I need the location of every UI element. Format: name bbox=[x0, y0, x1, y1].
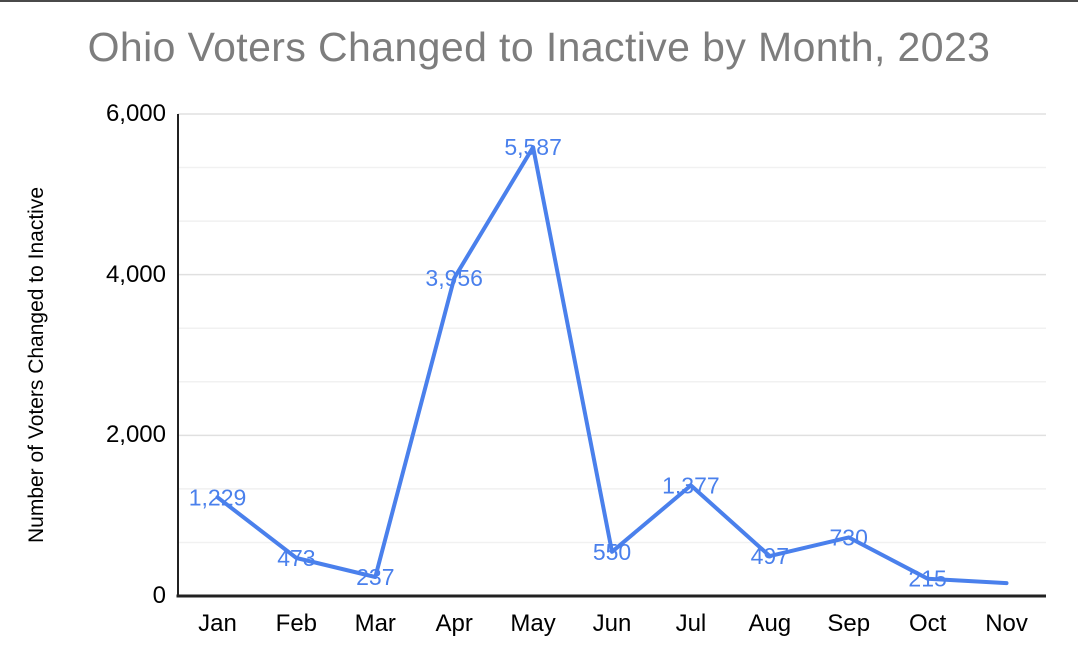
y-tick-label: 2,000 bbox=[105, 421, 166, 449]
data-point-label: 215 bbox=[908, 566, 946, 592]
x-tick-label: Jul bbox=[675, 610, 707, 637]
data-point-label: 5,587 bbox=[504, 134, 562, 160]
x-tick-label: Jun bbox=[592, 610, 632, 637]
line-chart-plot-area: 1,229 473 237 3,956 5,587 550 1,377 497 730 215 bbox=[176, 113, 1046, 598]
y-tick-label: 4,000 bbox=[105, 260, 166, 288]
x-tick-label: Oct bbox=[908, 610, 947, 637]
data-point-label: 730 bbox=[830, 524, 868, 550]
chart-title: Ohio Voters Changed to Inactive by Month… bbox=[87, 24, 991, 70]
top-edge-divider bbox=[0, 0, 1078, 2]
x-tick-label: Nov bbox=[985, 610, 1028, 637]
data-point-label: 3,956 bbox=[425, 265, 483, 291]
y-tick-label: 0 bbox=[152, 582, 166, 609]
data-point-label: 1,229 bbox=[189, 484, 247, 510]
y-axis-tick-labels: 0 2,000 4,000 6,000 bbox=[0, 0, 166, 670]
x-tick-label: Feb bbox=[275, 610, 318, 637]
data-point-label: 497 bbox=[751, 543, 789, 569]
x-tick-label: Jan bbox=[198, 610, 237, 637]
series-line bbox=[215, 145, 1009, 586]
data-point-label: 1,377 bbox=[662, 472, 720, 498]
y-tick-label: 6,000 bbox=[105, 100, 166, 127]
x-tick-label: Sep bbox=[827, 610, 871, 637]
x-tick-label: Aug bbox=[748, 610, 792, 637]
x-tick-label: May bbox=[510, 610, 556, 637]
x-tick-label: Mar bbox=[354, 610, 396, 637]
data-point-label: 473 bbox=[277, 545, 315, 571]
x-tick-label: Apr bbox=[435, 610, 473, 637]
data-point-label: 237 bbox=[356, 564, 394, 590]
data-point-label: 550 bbox=[593, 539, 631, 565]
